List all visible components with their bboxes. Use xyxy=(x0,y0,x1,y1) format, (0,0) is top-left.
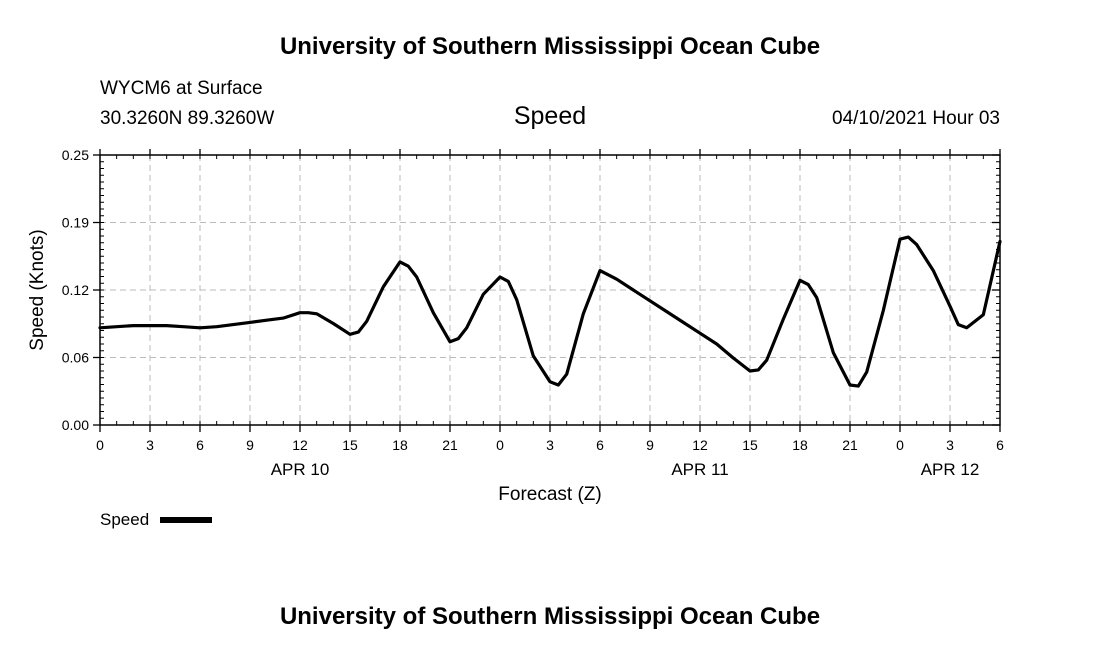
series-layer xyxy=(98,235,1002,388)
date-label: APR 11 xyxy=(671,460,728,479)
chart-bottom-title: University of Southern Mississippi Ocean… xyxy=(280,603,820,630)
y-tick-label: 0.06 xyxy=(62,350,89,366)
series-line-speed xyxy=(98,235,1002,388)
x-tick-label: 12 xyxy=(692,437,708,453)
x-tick-label: 18 xyxy=(392,437,408,453)
date-label: APR 12 xyxy=(921,460,980,479)
x-tick-label: 12 xyxy=(292,437,308,453)
chart-title: Speed xyxy=(514,102,586,130)
y-axis-label: Speed (Knots) xyxy=(27,229,48,350)
y-tick-label: 0.19 xyxy=(62,215,89,231)
x-tick-label: 3 xyxy=(146,437,154,453)
grid-lines xyxy=(100,155,1000,425)
x-tick-label: 21 xyxy=(842,437,858,453)
legend-label: Speed xyxy=(100,510,149,529)
date-labels: APR 10 APR 11 APR 12 xyxy=(271,460,980,479)
y-tick-label: 0.12 xyxy=(62,282,89,298)
x-tick-label: 3 xyxy=(946,437,954,453)
location-label: 30.3260N 89.3260W xyxy=(100,108,274,129)
run-time-label: 04/10/2021 Hour 03 xyxy=(832,108,1000,129)
legend: Speed xyxy=(100,510,212,529)
x-tick-label: 15 xyxy=(342,437,358,453)
x-tick-label: 9 xyxy=(246,437,254,453)
plot-frame xyxy=(99,154,1001,426)
date-label: APR 10 xyxy=(271,460,330,479)
x-tick-label: 21 xyxy=(442,437,458,453)
station-label: WYCM6 at Surface xyxy=(100,78,263,99)
x-tick-label: 3 xyxy=(546,437,554,453)
legend-line-swatch xyxy=(160,517,212,523)
y-tick-label: 0.25 xyxy=(62,147,89,163)
y-tick-labels: 0.00 0.06 0.12 0.19 0.25 xyxy=(62,147,89,433)
x-tick-label: 6 xyxy=(596,437,604,453)
x-tick-labels: 0 3 6 9 12 15 18 21 0 3 6 9 12 15 18 21 0 3 6 xyxy=(96,437,1004,453)
y-tick-label: 0.00 xyxy=(62,417,89,433)
x-tick-label: 0 xyxy=(896,437,904,453)
x-tick-label: 0 xyxy=(96,437,104,453)
x-tick-label: 6 xyxy=(996,437,1004,453)
major-ticks xyxy=(93,149,1001,432)
x-tick-label: 18 xyxy=(792,437,808,453)
x-axis-label: Forecast (Z) xyxy=(498,484,601,505)
x-tick-label: 6 xyxy=(196,437,204,453)
chart-top-title: University of Southern Mississippi Ocean… xyxy=(280,33,820,60)
x-tick-label: 0 xyxy=(496,437,504,453)
x-tick-label: 15 xyxy=(742,437,758,453)
x-tick-label: 9 xyxy=(646,437,654,453)
